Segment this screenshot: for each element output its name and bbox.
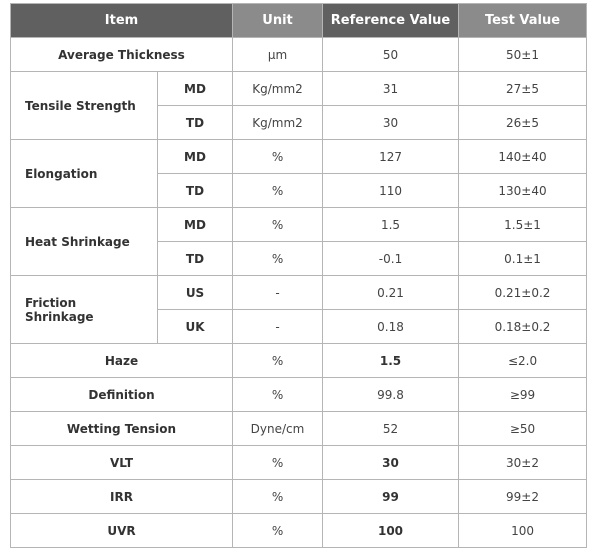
sub-label: MD bbox=[156, 71, 234, 106]
row: TD% 110 130±40 bbox=[11, 173, 588, 208]
test-value: 1.5±1 bbox=[458, 207, 588, 242]
test-value: 0.18±0.2 bbox=[458, 309, 588, 344]
sub-label: UK bbox=[156, 309, 234, 344]
item-label: Definition bbox=[9, 377, 234, 412]
reference-value: 0.18 bbox=[322, 309, 460, 344]
item-label: Friction Shrinkage bbox=[10, 275, 158, 344]
spec-table: Item Unit Reference Value Test Value Ave… bbox=[9, 3, 588, 548]
row: Elongation MD% 127 140±40 bbox=[10, 139, 588, 208]
row: Wetting Tension Dyne/cm 52 ≥50 bbox=[9, 411, 588, 446]
test-value: 30±2 bbox=[458, 445, 588, 480]
unit: % bbox=[232, 139, 324, 174]
reference-value: 50 bbox=[322, 37, 460, 72]
row: VLT% 30 30±2 bbox=[9, 445, 588, 480]
row: UK -0.18 0.18±0.2 bbox=[11, 309, 588, 344]
reference-value: 30 bbox=[322, 105, 460, 140]
row: Average Thickness μm 50 50±1 bbox=[9, 37, 588, 72]
test-value: ≥99 bbox=[458, 377, 588, 412]
item-label: IRR bbox=[9, 479, 234, 514]
test-value: 50±1 bbox=[458, 37, 588, 72]
header-cell: Unit bbox=[232, 3, 324, 38]
unit: % bbox=[232, 445, 324, 480]
reference-value: 30 bbox=[322, 445, 460, 480]
row: TD Kg/mm2 30 26±5 bbox=[11, 105, 588, 140]
test-value: 99±2 bbox=[458, 479, 588, 514]
header-cell: Item bbox=[9, 3, 234, 38]
test-value: 27±5 bbox=[458, 71, 588, 106]
row: Haze% 1.5 ≤2.0 bbox=[9, 343, 588, 378]
header-cell: Reference Value bbox=[322, 3, 460, 38]
header-row: Item Unit Reference Value Test Value bbox=[9, 3, 588, 38]
row: Definition% 99.8 ≥99 bbox=[9, 377, 588, 412]
unit: % bbox=[232, 241, 324, 276]
sub-label: TD bbox=[156, 105, 234, 140]
test-value: ≥50 bbox=[458, 411, 588, 446]
sub-label: US bbox=[156, 275, 234, 310]
item-label: VLT bbox=[9, 445, 234, 480]
sub-label: TD bbox=[156, 173, 234, 208]
reference-value: 31 bbox=[322, 71, 460, 106]
test-value: 100 bbox=[458, 513, 588, 548]
row: IRR% 99 99±2 bbox=[9, 479, 588, 514]
reference-value: 52 bbox=[322, 411, 460, 446]
item-label: Heat Shrinkage bbox=[10, 207, 158, 276]
row: TD% -0.1 0.1±1 bbox=[11, 241, 588, 276]
unit: % bbox=[232, 513, 324, 548]
reference-value: -0.1 bbox=[322, 241, 460, 276]
unit: Dyne/cm bbox=[232, 411, 324, 446]
reference-value: 0.21 bbox=[322, 275, 460, 310]
reference-value: 127 bbox=[322, 139, 460, 174]
unit: % bbox=[232, 343, 324, 378]
item-label: Elongation bbox=[10, 139, 158, 208]
unit: Kg/mm2 bbox=[232, 71, 324, 106]
unit: % bbox=[232, 207, 324, 242]
sub-label: MD bbox=[156, 207, 234, 242]
test-value: 0.1±1 bbox=[458, 241, 588, 276]
reference-value: 1.5 bbox=[322, 343, 460, 378]
header-cell: Test Value bbox=[458, 3, 588, 38]
reference-value: 99.8 bbox=[322, 377, 460, 412]
reference-value: 100 bbox=[322, 513, 460, 548]
row: Heat Shrinkage MD% 1.5 1.5±1 bbox=[10, 207, 588, 276]
test-value: 26±5 bbox=[458, 105, 588, 140]
unit: - bbox=[232, 309, 324, 344]
test-value: 140±40 bbox=[458, 139, 588, 174]
unit: - bbox=[232, 275, 324, 310]
unit: % bbox=[232, 377, 324, 412]
item-label: Wetting Tension bbox=[9, 411, 234, 446]
unit: Kg/mm2 bbox=[232, 105, 324, 140]
item-label: Average Thickness bbox=[9, 37, 234, 72]
row: Tensile Strength MD Kg/mm2 31 27±5 bbox=[10, 71, 588, 140]
item-label: Haze bbox=[9, 343, 234, 378]
unit: % bbox=[232, 479, 324, 514]
sub-label: TD bbox=[156, 241, 234, 276]
reference-value: 99 bbox=[322, 479, 460, 514]
unit: μm bbox=[232, 37, 324, 72]
row: Friction Shrinkage US -0.21 0.21±0.2 bbox=[10, 275, 588, 344]
reference-value: 110 bbox=[322, 173, 460, 208]
test-value: 130±40 bbox=[458, 173, 588, 208]
unit: % bbox=[232, 173, 324, 208]
test-value: 0.21±0.2 bbox=[458, 275, 588, 310]
reference-value: 1.5 bbox=[322, 207, 460, 242]
item-label: Tensile Strength bbox=[10, 71, 158, 140]
test-value: ≤2.0 bbox=[458, 343, 588, 378]
item-label: UVR bbox=[9, 513, 234, 548]
row: UVR% 100 100 bbox=[9, 513, 588, 548]
sub-label: MD bbox=[156, 139, 234, 174]
